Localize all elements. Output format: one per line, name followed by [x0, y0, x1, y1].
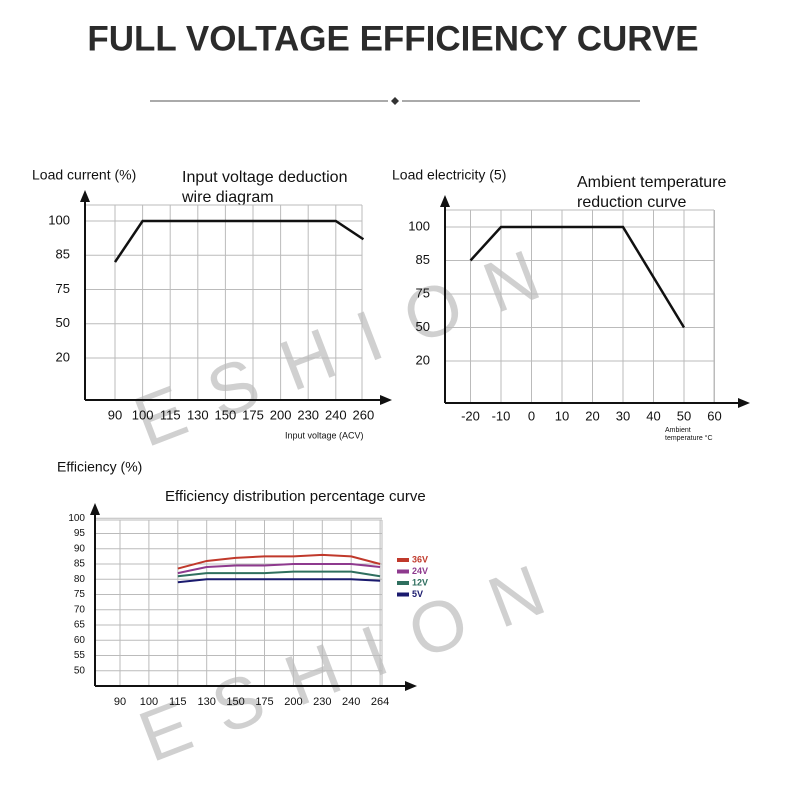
chart-title: Efficiency distribution percentage curve [165, 488, 426, 505]
y-tick-label: 85 [74, 559, 86, 570]
x-axis-label: Input voltage (ACV) [285, 430, 364, 440]
y-tick-label: 80 [74, 574, 86, 585]
x-tick-label: 130 [187, 407, 209, 422]
legend-swatch [397, 581, 409, 585]
x-tick-label: 230 [313, 696, 331, 708]
x-tick-label: 10 [555, 408, 569, 423]
axis-arrow [738, 398, 750, 408]
series-line [113, 219, 365, 263]
legend-label: 12V [412, 577, 428, 587]
axis-arrow [90, 503, 100, 515]
series-line [177, 553, 381, 570]
y-tick-label: 50 [56, 315, 70, 330]
x-tick-label: 100 [132, 407, 154, 422]
legend-swatch [397, 592, 409, 597]
x-tick-label: 90 [114, 696, 126, 708]
y-axis-label: Load current (%) [32, 167, 136, 183]
divider-diamond [391, 97, 399, 105]
chart-title: Ambient temperature reduction curve [577, 174, 727, 211]
x-tick-label: 40 [646, 408, 660, 423]
x-tick-label: 0 [528, 408, 535, 423]
y-tick-label: 90 [74, 543, 86, 554]
x-tick-label: 175 [255, 696, 273, 708]
y-tick-label: 50 [74, 665, 86, 676]
series-line [177, 570, 381, 578]
x-tick-label: 200 [284, 696, 302, 708]
x-tick-label: 230 [297, 407, 319, 422]
series-line [177, 563, 381, 575]
y-tick-label: 75 [56, 281, 70, 296]
y-tick-label: 50 [416, 319, 430, 334]
y-tick-label: 75 [416, 285, 430, 300]
x-tick-label: 100 [140, 696, 158, 708]
y-axis-label: Load electricity (5) [392, 167, 506, 183]
y-tick-label: 100 [48, 212, 70, 227]
legend-label: 5V [412, 589, 423, 599]
page-title: FULL VOLTAGE EFFICIENCY CURVE [87, 19, 698, 58]
axis-arrow [380, 395, 392, 405]
x-tick-label: 260 [353, 407, 375, 422]
x-tick-label: 130 [198, 696, 216, 708]
x-tick-label: 175 [242, 407, 264, 422]
y-tick-label: 75 [74, 589, 86, 600]
y-tick-label: 20 [416, 352, 430, 367]
y-tick-label: 85 [416, 252, 430, 267]
x-tick-label: 200 [270, 407, 292, 422]
y-tick-label: 55 [74, 650, 86, 661]
x-tick-label: 264 [371, 696, 389, 708]
y-tick-label: 100 [68, 513, 85, 524]
watermark: ESHION [129, 540, 583, 778]
series-line [469, 225, 686, 329]
y-tick-label: 65 [74, 620, 86, 631]
x-tick-label: 20 [585, 408, 599, 423]
legend-swatch [397, 558, 409, 562]
legend-label: 36V [412, 554, 428, 564]
x-tick-label: -20 [461, 408, 480, 423]
x-tick-label: 240 [325, 407, 347, 422]
y-tick-label: 100 [408, 218, 430, 233]
axis-arrow [80, 190, 90, 202]
x-tick-label: 50 [677, 408, 691, 423]
x-tick-label: 60 [707, 408, 721, 423]
chart-title: Input voltage deduction wire diagram [181, 169, 347, 206]
x-tick-label: 150 [226, 696, 244, 708]
x-tick-label: 150 [215, 407, 237, 422]
x-tick-label: 240 [342, 696, 360, 708]
x-tick-label: 30 [616, 408, 630, 423]
series-line [177, 578, 381, 584]
y-axis-label: Efficiency (%) [57, 459, 142, 475]
x-axis-label: Ambient temperature °C [665, 427, 713, 442]
x-tick-label: 115 [160, 407, 181, 422]
y-tick-label: 70 [74, 604, 86, 615]
axis-arrow [405, 681, 417, 691]
y-tick-label: 85 [56, 247, 70, 262]
x-tick-label: 115 [169, 696, 187, 708]
y-tick-label: 20 [56, 349, 70, 364]
legend-label: 24V [412, 566, 428, 576]
y-tick-label: 60 [74, 635, 86, 646]
x-tick-label: 90 [108, 407, 122, 422]
y-tick-label: 95 [74, 528, 86, 539]
x-tick-label: -10 [492, 408, 511, 423]
legend-swatch [397, 569, 409, 574]
axis-arrow [440, 195, 450, 207]
